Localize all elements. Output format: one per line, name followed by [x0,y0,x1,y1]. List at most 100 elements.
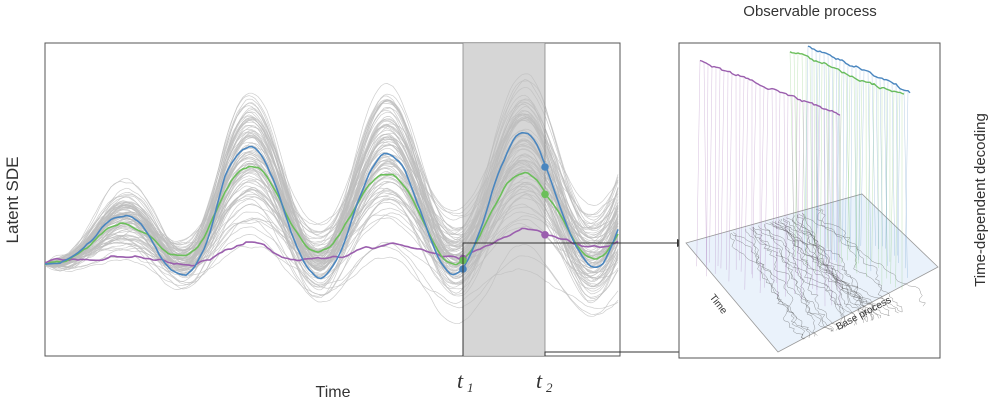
base-path [769,222,840,331]
curtain-line [837,72,843,273]
curtain-line [815,50,819,229]
base-path [733,232,816,337]
curtain-line [860,69,865,246]
curtain-line [816,106,821,295]
curtain-line [797,99,801,274]
sample-path [45,144,619,265]
curtain-line [706,64,709,266]
curtain-line [885,88,888,279]
curtain-line [820,63,823,268]
blue-path [45,131,619,280]
sample-path [45,191,619,279]
sample-paths [45,73,619,325]
curtain-line [789,51,795,239]
curtain-line [751,82,757,279]
curtain-line [858,80,863,264]
curtain-line [871,83,875,263]
curtain-line [858,68,861,261]
base-path [745,228,806,340]
svg-text:t: t [536,368,543,393]
curtain-line [813,61,815,245]
sample-path [45,178,619,302]
base-plane [685,193,939,353]
sample-path [45,119,619,265]
blue-curtain-top [807,45,911,94]
curtain-line [815,61,819,272]
curtain-line [809,58,813,252]
curtain-line [883,79,888,266]
curtain-line [728,73,733,282]
curtain-line [904,90,909,269]
base-path [777,219,847,329]
curtain-line [714,67,717,274]
sample-path [45,168,619,292]
base-path [730,233,810,339]
sample-path [45,169,619,267]
purple-path-marker [541,231,549,239]
base-path [802,213,926,307]
curtain-line [739,76,741,261]
highlight-markers [459,163,549,273]
base-path [751,227,834,332]
svg-text:1: 1 [467,380,474,395]
curtain-line [827,54,832,260]
curtain-line [696,60,701,267]
curtain-line [867,82,871,259]
sample-path [45,162,619,273]
sample-path [45,98,619,270]
curtain-line [826,66,831,249]
curtain-line [726,71,729,270]
curtain-line [703,62,707,277]
curtain-line [903,90,908,278]
base-process-paths [730,208,926,340]
green-path [45,165,619,266]
sample-path [45,189,619,264]
curtain-line [759,86,765,294]
base-path [819,208,903,313]
sample-path [45,219,619,325]
curtain-line [791,95,795,294]
sample-path [45,176,619,271]
panel-title: Observable process [743,3,876,20]
curtain-line [837,68,842,264]
latent-sde-plot [44,42,621,357]
decoded-curtains [696,45,911,307]
blue-curtain [804,45,911,278]
curtain-line [844,64,849,246]
sample-path [45,143,619,264]
curtain-line [717,67,721,267]
sample-path [45,119,619,268]
curtain-line [709,66,713,263]
blue-path-marker [541,163,549,171]
curtain-line [831,67,835,251]
side-label: Time-dependent decoding [972,113,989,287]
curtain-line [897,88,901,256]
t1-label: t 1 [457,368,474,395]
curtain-line [794,52,799,257]
green-curtain-top [789,51,905,95]
base-path [802,213,875,321]
base-path [815,209,899,314]
curtain-line [847,76,851,261]
y-axis-label: Latent SDE [3,157,22,244]
t2-label: t 2 [536,368,553,395]
sample-path [45,234,619,317]
curtain-line [879,77,883,247]
curtain-line [807,102,809,283]
curtain-line [801,100,805,300]
curtain-line [835,60,841,263]
curtain-line [835,112,839,290]
curtain-line [823,108,826,307]
curtain-line [801,53,806,239]
base-path [758,225,846,329]
sample-path [45,113,619,265]
base-path [731,232,806,340]
curtain-line [895,83,899,264]
base-path [796,214,857,326]
curtain-line [891,82,896,256]
curtain-line [804,46,809,251]
green-curtain [789,51,905,290]
curtain-line [831,56,835,261]
curtain-line [890,91,895,284]
